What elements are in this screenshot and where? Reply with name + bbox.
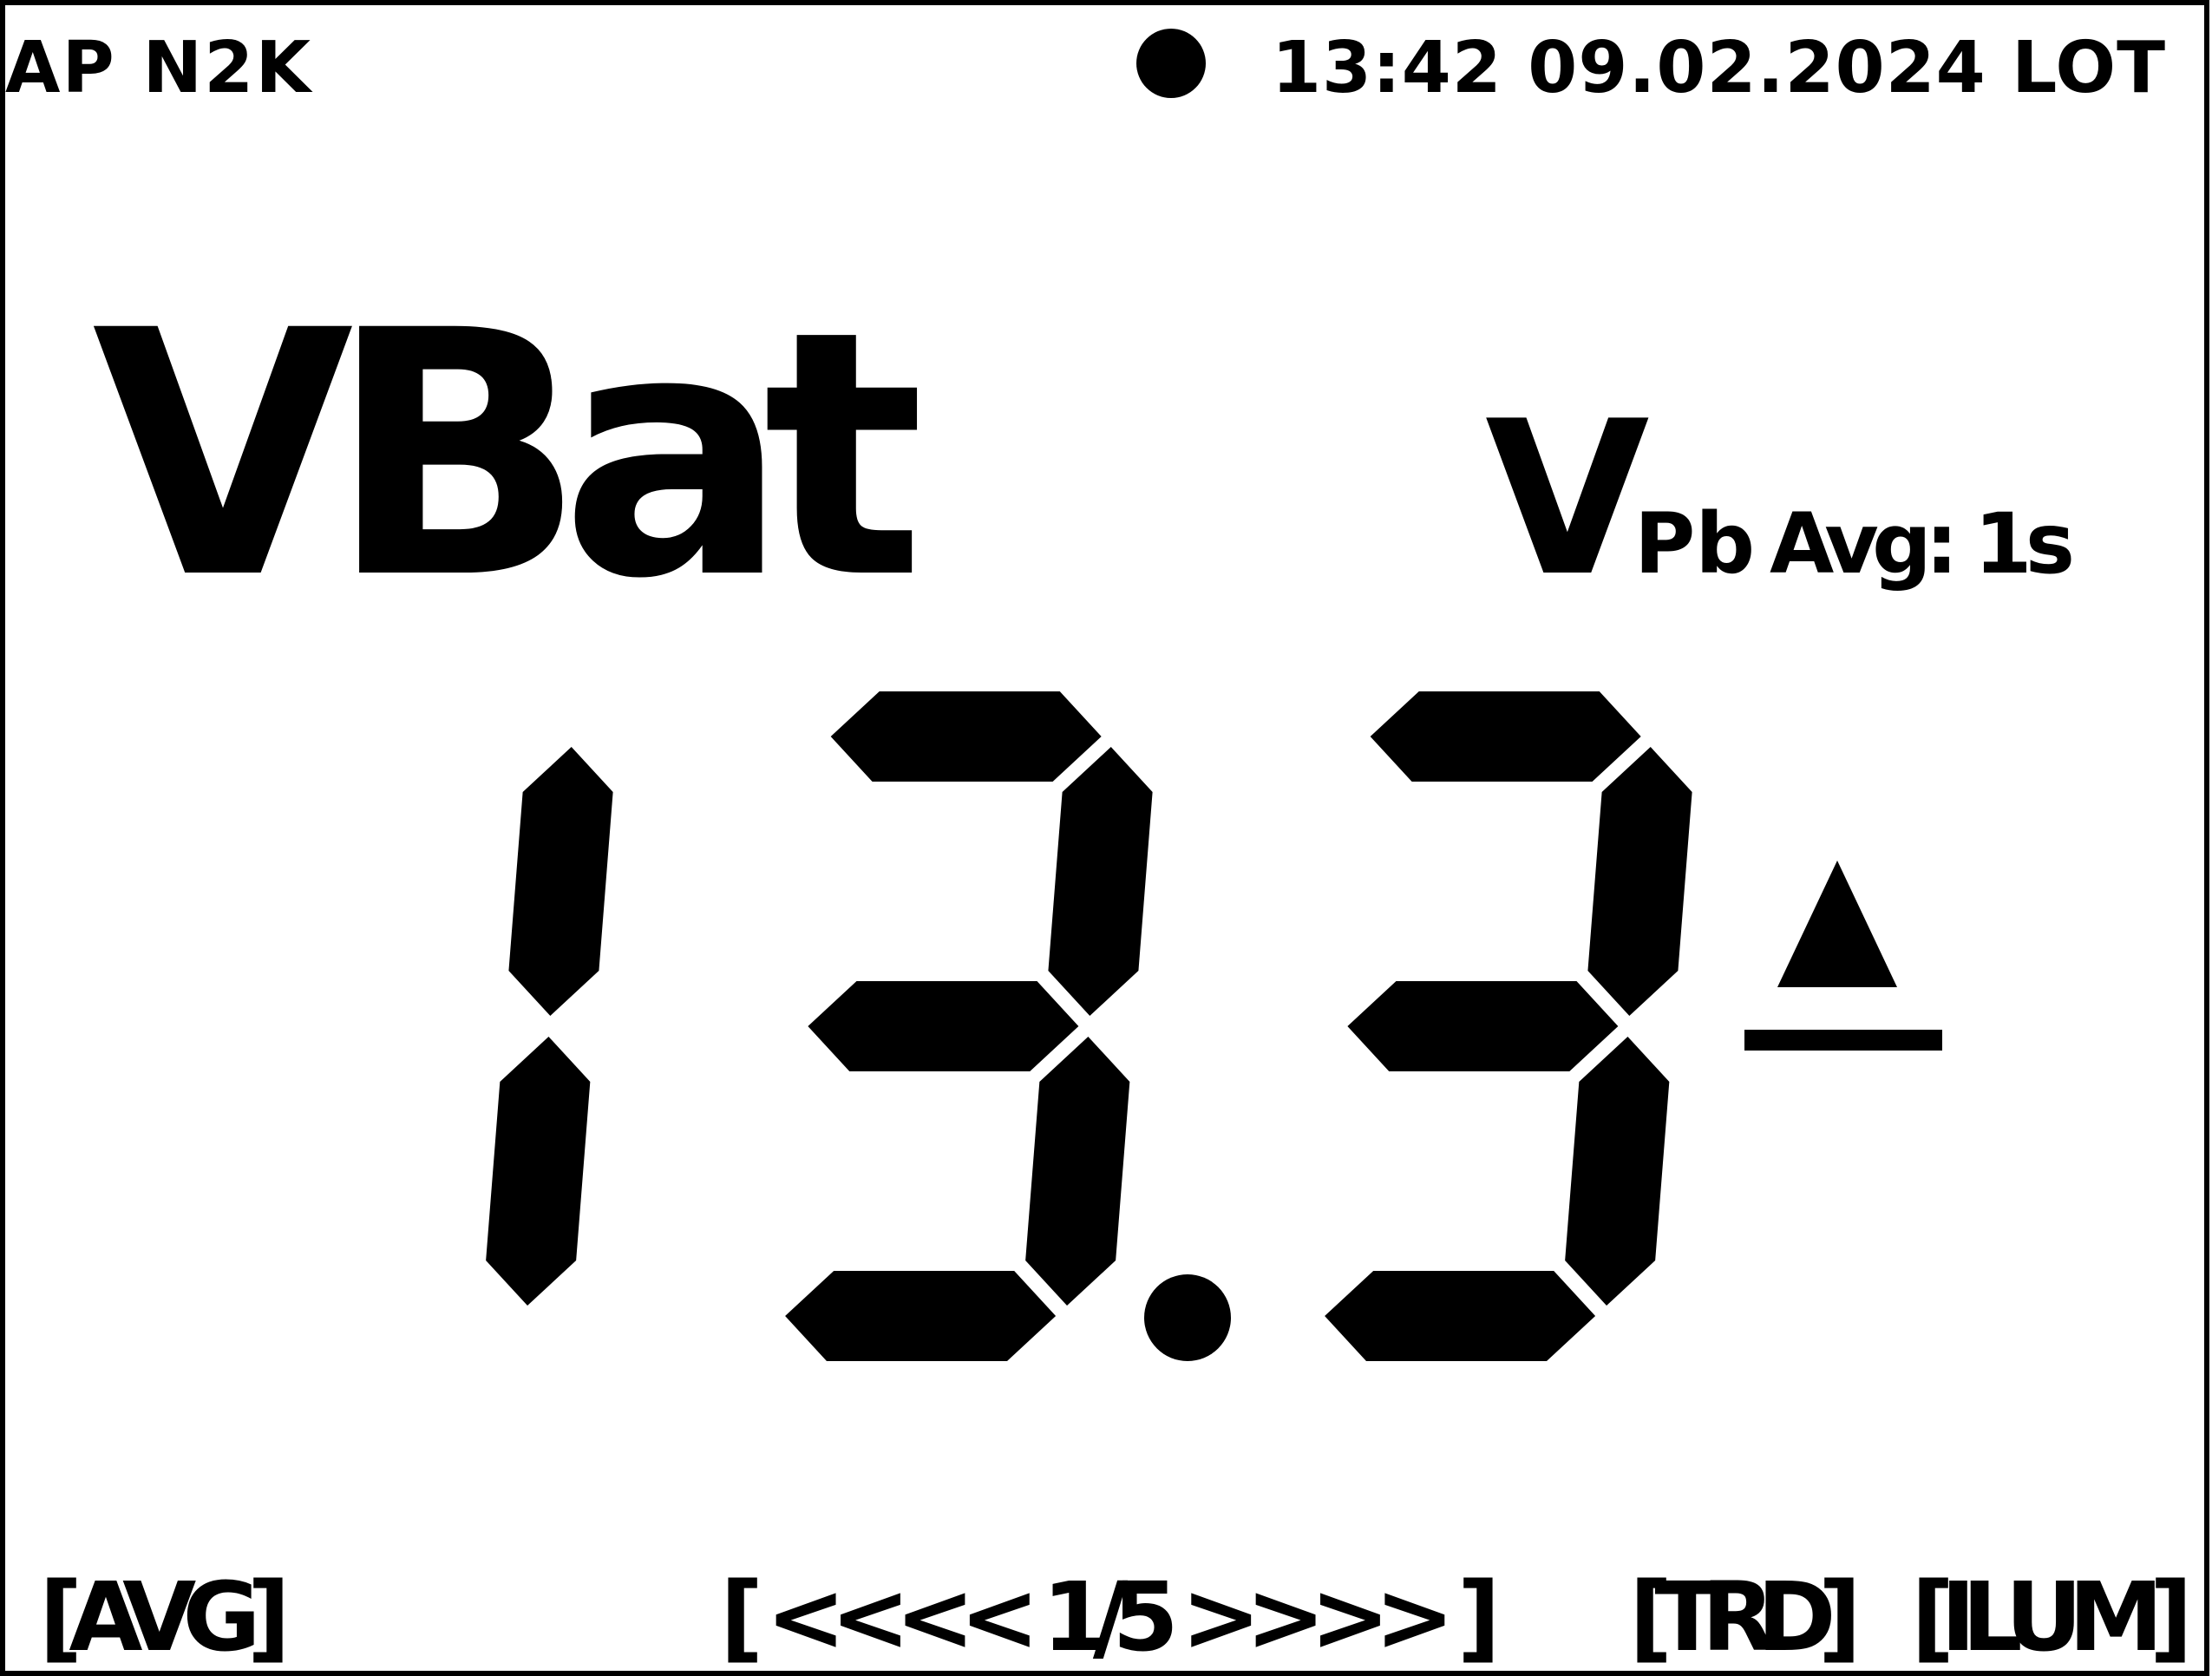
clock: 13:42 09.02.2024 LOT <box>1272 27 2165 109</box>
averaging: Avg: 1s <box>1770 495 2075 592</box>
segment <box>1587 747 1692 1016</box>
status-dot <box>1136 29 1206 98</box>
segment <box>1565 1037 1670 1306</box>
light-button[interactable]: [ILUM] <box>1911 1561 2193 1673</box>
digit <box>785 691 1153 1361</box>
digit <box>1325 691 1692 1361</box>
segment <box>1347 981 1619 1071</box>
decimal-point <box>1144 1274 1231 1361</box>
pager[interactable]: [ <<<< 1/5 >>>> ] <box>720 1561 1501 1673</box>
segment <box>808 981 1079 1071</box>
segment <box>1048 747 1153 1016</box>
segment <box>486 1037 591 1306</box>
unit-sub: Pb <box>1634 495 1755 592</box>
segment <box>830 691 1102 782</box>
segment <box>1370 691 1641 782</box>
avg-button[interactable]: [AVG] <box>39 1561 291 1673</box>
segment <box>1025 1037 1130 1306</box>
segment <box>508 747 613 1016</box>
trend-bar <box>1744 1030 1942 1051</box>
unit: V <box>1485 376 1650 623</box>
source-label: AP N2K <box>5 27 313 109</box>
segment <box>785 1271 1057 1361</box>
channel-label: VBat <box>92 259 925 652</box>
reading <box>486 691 1692 1361</box>
trend-arrow <box>1777 861 1897 987</box>
segment <box>1325 1271 1596 1361</box>
digit <box>486 747 613 1306</box>
trend-button[interactable]: [TRD] <box>1629 1561 1862 1673</box>
